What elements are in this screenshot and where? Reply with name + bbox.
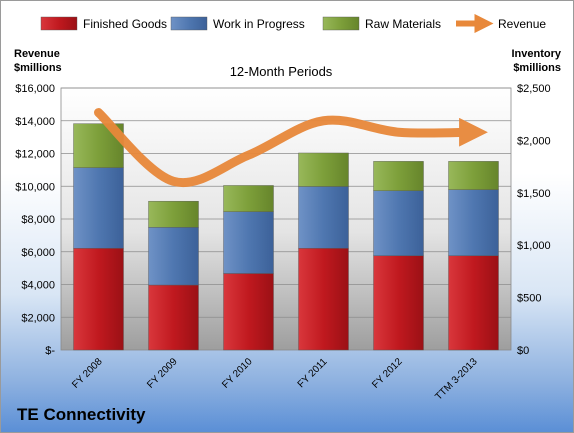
right-tick-label: $500 xyxy=(517,293,541,305)
x-tick-label: FY 2009 xyxy=(145,356,180,391)
bar-work-in-progress xyxy=(73,167,124,249)
legend-label: Raw Materials xyxy=(365,17,441,31)
legend-label: Revenue xyxy=(498,17,546,31)
legend-swatch xyxy=(40,16,78,31)
bar-raw-materials xyxy=(148,200,199,228)
right-axis-ticks: $0 $500 $1,000 $1,500 $2,000 $2,500 xyxy=(517,83,551,357)
x-tick-label: FY 2010 xyxy=(220,356,255,391)
chart-title: 12-Month Periods xyxy=(230,64,333,79)
right-axis-label-line2: $millions xyxy=(513,62,561,74)
bar-raw-materials xyxy=(448,161,499,190)
left-axis-label-line1: Revenue xyxy=(14,48,60,60)
left-axis-ticks: $- $2,000 $4,000 $6,000 $8,000 $10,000 $12,000… xyxy=(15,83,55,357)
right-tick-label: $0 xyxy=(517,345,529,357)
bar-raw-materials xyxy=(223,185,274,212)
x-tick-label: TTM 3-2013 xyxy=(433,356,480,403)
x-tick-label: FY 2012 xyxy=(370,356,405,391)
legend-label: Work in Progress xyxy=(213,17,305,31)
left-tick-label: $12,000 xyxy=(15,149,55,161)
bar-finished-goods xyxy=(223,273,274,351)
right-tick-label: $1,000 xyxy=(517,240,551,252)
left-axis-label-line2: $millions xyxy=(14,62,62,74)
right-tick-label: $1,500 xyxy=(517,188,551,200)
right-tick-label: $2,500 xyxy=(517,83,551,95)
legend-label: Finished Goods xyxy=(83,17,167,31)
left-tick-label: $10,000 xyxy=(15,181,55,193)
legend-swatch xyxy=(322,16,360,31)
bar-finished-goods xyxy=(73,248,124,351)
left-tick-label: $6,000 xyxy=(21,247,55,259)
bar-finished-goods xyxy=(148,284,199,351)
right-axis-label-line1: Inventory xyxy=(511,48,561,60)
left-tick-label: $2,000 xyxy=(21,312,55,324)
bar-finished-goods xyxy=(298,248,349,351)
bar-work-in-progress xyxy=(298,186,349,249)
gridlines xyxy=(61,87,511,318)
left-tick-label: $16,000 xyxy=(15,83,55,95)
bar-finished-goods xyxy=(448,255,499,351)
bar-work-in-progress xyxy=(373,190,424,256)
left-tick-label: $8,000 xyxy=(21,214,55,226)
x-axis-ticks: FY 2008 FY 2009 FY 2010 FY 2011 FY 2012 TTM 3… xyxy=(70,356,480,403)
legend-swatch xyxy=(170,16,208,31)
bar-series xyxy=(73,123,499,351)
revenue-line xyxy=(94,108,488,188)
bar-raw-materials xyxy=(298,152,349,187)
left-tick-label: $- xyxy=(45,345,55,357)
chart-legend: Finished Goods Work in Progress Raw Materi… xyxy=(40,13,546,34)
bar-finished-goods xyxy=(373,255,424,351)
left-tick-label: $14,000 xyxy=(15,116,55,128)
x-tick-label: FY 2011 xyxy=(296,356,330,390)
bar-work-in-progress xyxy=(223,211,274,274)
left-tick-label: $4,000 xyxy=(21,280,55,292)
bar-work-in-progress xyxy=(148,227,199,286)
bar-raw-materials xyxy=(373,161,424,191)
bar-work-in-progress xyxy=(448,189,499,256)
company-name: TE Connectivity xyxy=(17,405,146,424)
revenue-line-path xyxy=(94,108,488,188)
right-tick-label: $2,000 xyxy=(517,135,551,147)
x-tick-label: FY 2008 xyxy=(70,356,105,391)
